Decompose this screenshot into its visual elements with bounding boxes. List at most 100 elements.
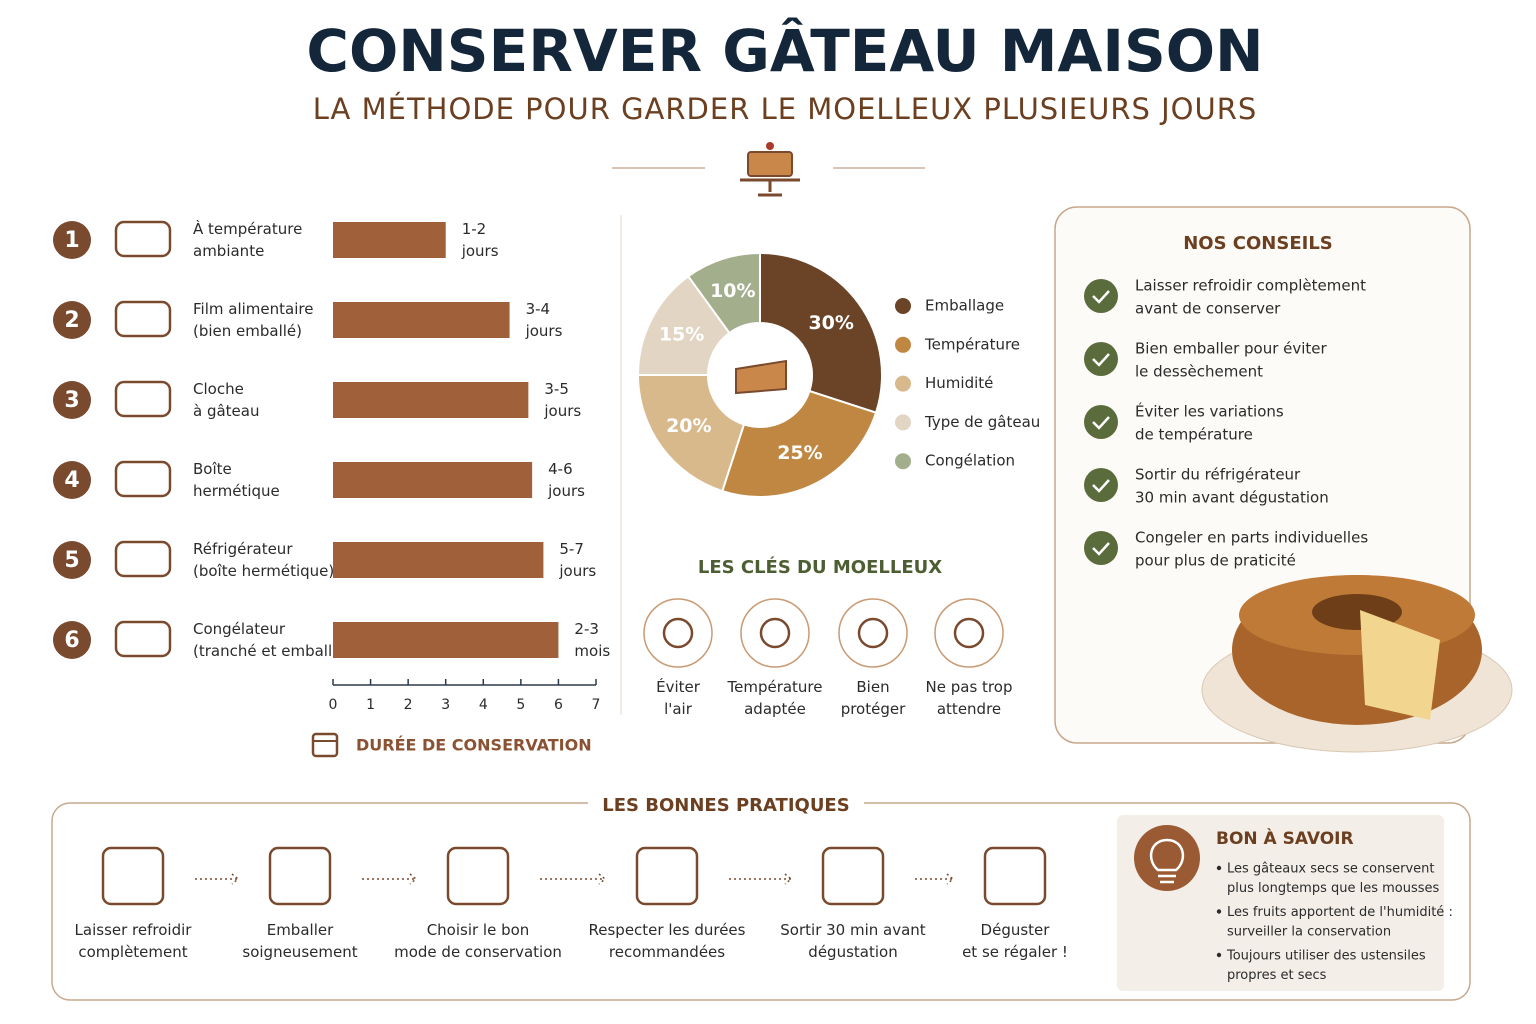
duration-label: 5-7 jours <box>558 540 596 580</box>
check-glyph <box>1092 290 1110 304</box>
slice-label: 15% <box>659 324 704 346</box>
check-glyph <box>1092 479 1110 493</box>
step-icon <box>821 846 885 906</box>
calendar-icon <box>311 732 339 758</box>
rank-badge <box>53 381 91 419</box>
legend-label: Type de gâteau <box>924 413 1040 431</box>
tip-text: Congeler en parts individuelles pour plus… <box>1135 528 1368 569</box>
step-arrow <box>915 873 955 885</box>
legend-swatch <box>895 453 911 470</box>
key-glyph <box>759 617 791 649</box>
x-tick-label: 6 <box>554 697 563 713</box>
x-tick-label: 7 <box>592 697 601 713</box>
category-label: Boîte hermétique <box>193 460 280 500</box>
storage-icon <box>114 460 172 498</box>
step-icon <box>101 846 165 906</box>
tips-title: NOS CONSEILS <box>1183 233 1333 254</box>
rank-badge <box>53 621 91 659</box>
info-title: BON À SAVOIR <box>1216 827 1354 849</box>
info-text: Toujours utiliser des ustensiles propres … <box>1226 948 1426 983</box>
legend-swatch <box>895 375 911 392</box>
category-label: Film alimentaire (bien emballé) <box>193 300 313 340</box>
x-axis-title: DURÉE DE CONSERVATION <box>356 736 592 755</box>
step-arrow <box>729 873 793 885</box>
rank-number: 4 <box>64 468 79 493</box>
slice-label: 20% <box>666 415 711 437</box>
rank-badge <box>53 541 91 579</box>
step-icon <box>268 846 332 906</box>
legend-label: Température <box>924 335 1020 353</box>
keys-title: LES CLÉS DU MOELLEUX <box>698 556 942 578</box>
key-glyph <box>857 617 889 649</box>
slice-label: 25% <box>777 442 822 464</box>
key-glyph <box>662 617 694 649</box>
key-label: Température adaptée <box>726 678 822 718</box>
duration-label: 2-3 mois <box>574 620 610 660</box>
rank-number: 5 <box>64 548 79 573</box>
duration-label: 3-4 jours <box>525 300 563 340</box>
title-backdrop <box>588 790 864 820</box>
duration-label: 4-6 jours <box>547 460 585 500</box>
step-label: Sortir 30 min avant dégustation <box>780 921 926 961</box>
bar <box>333 622 559 658</box>
bulb-icon <box>1134 825 1200 891</box>
legend-swatch <box>895 414 911 431</box>
x-tick-label: 5 <box>516 697 525 713</box>
practices-title: LES BONNES PRATIQUES <box>602 795 849 816</box>
slice-label: 30% <box>808 312 853 334</box>
check-icon <box>1084 342 1118 376</box>
storage-icon <box>114 300 172 338</box>
x-tick-label: 0 <box>329 697 338 713</box>
step-label: Laisser refroidir complètement <box>75 921 193 961</box>
rank-badge <box>53 221 91 259</box>
key-icon <box>643 598 713 668</box>
step-arrow <box>195 873 240 885</box>
check-icon <box>1084 279 1118 313</box>
key-icon <box>740 598 810 668</box>
check-icon <box>1084 468 1118 502</box>
check-icon <box>1084 531 1118 565</box>
donut-slice <box>686 251 761 335</box>
rank-badge <box>53 461 91 499</box>
legend-swatch <box>895 298 911 314</box>
key-glyph <box>953 617 985 649</box>
bar <box>333 462 533 498</box>
x-tick-label: 1 <box>366 697 375 713</box>
step-label: Choisir le bon mode de conservation <box>394 921 562 961</box>
bulb-glyph <box>1149 838 1185 884</box>
category-label: À température ambiante <box>193 219 302 260</box>
duration-label: 3-5 jours <box>543 380 581 420</box>
tip-text: Bien emballer pour éviter le dessèchement <box>1135 339 1328 380</box>
legend-label: Humidité <box>925 374 993 392</box>
tip-text: Sortir du réfrigérateur 30 min avant dégu… <box>1135 465 1329 506</box>
check-glyph <box>1092 542 1110 556</box>
storage-icon <box>114 380 172 418</box>
storage-icon <box>114 220 172 258</box>
step-icon <box>983 846 1047 906</box>
duration-label: 1-2 jours <box>461 220 499 260</box>
x-tick-label: 2 <box>404 697 413 713</box>
legend-label: Congélation <box>925 452 1015 470</box>
key-icon <box>934 598 1004 668</box>
x-tick-label: 3 <box>441 697 450 713</box>
bar <box>333 222 446 258</box>
tip-text: Éviter les variations de température <box>1135 401 1284 443</box>
category-label: Cloche à gâteau <box>193 380 259 420</box>
category-label: Réfrigérateur (boîte hermétique) <box>193 540 334 580</box>
cake-slice-icon <box>735 359 787 395</box>
donut-slice <box>636 374 746 493</box>
bar <box>333 542 544 578</box>
check-glyph <box>1092 353 1110 367</box>
donut-slice <box>759 251 883 414</box>
donut-slice <box>721 389 878 498</box>
rank-number: 6 <box>64 628 79 653</box>
step-label: Déguster et se régaler ! <box>962 921 1068 961</box>
step-icon <box>446 846 510 906</box>
tip-text: Laisser refroidir complètement avant de c… <box>1135 276 1366 317</box>
check-glyph <box>1092 416 1110 430</box>
key-label: Éviter l'air <box>656 677 701 718</box>
category-label: Congélateur (tranché et emballé) <box>193 620 347 660</box>
info-text: Les gâteaux secs se conservent plus longt… <box>1227 861 1440 896</box>
storage-icon <box>114 620 172 658</box>
bar <box>333 382 529 418</box>
